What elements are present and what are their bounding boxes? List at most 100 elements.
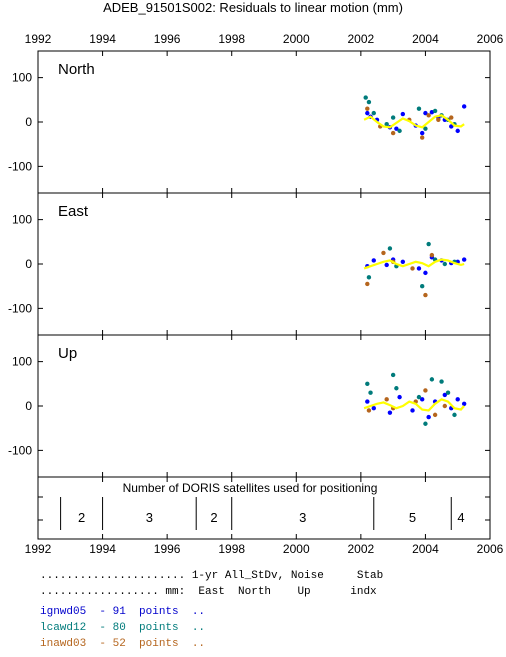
y-tick-label: 0 [25, 115, 32, 129]
satellite-count: 4 [457, 510, 464, 525]
data-point-inawd03 [436, 117, 441, 122]
legend-row: ignwd05 - 91 points .. [40, 606, 206, 618]
x-tick-label-top: 1992 [25, 32, 52, 46]
data-point-ignwd05 [455, 128, 460, 134]
data-point-inawd03 [365, 106, 370, 111]
data-point-ignwd05 [442, 392, 447, 398]
data-point-ignwd05 [365, 399, 370, 404]
x-tick-label-top: 2004 [412, 32, 439, 46]
data-point-ignwd05 [423, 110, 428, 116]
y-tick-label: 100 [12, 71, 32, 85]
legend-header-1: ...................... 1-yr All_StDv, No… [40, 570, 384, 582]
data-point-inawd03 [365, 281, 370, 287]
data-point-inawd03 [423, 292, 428, 298]
data-point-lcawd12 [390, 372, 396, 378]
data-point-ignwd05 [371, 406, 376, 411]
x-tick-label-top: 2000 [283, 32, 310, 46]
y-tick-label: -100 [8, 443, 32, 457]
x-tick-label-bottom: 2002 [348, 542, 375, 556]
y-tick-label: 100 [12, 213, 32, 227]
data-point-inawd03 [449, 115, 454, 120]
data-point-ignwd05 [449, 124, 454, 129]
data-point-ignwd05 [365, 110, 370, 116]
legend-row: inawd03 - 52 points .. [40, 638, 206, 650]
data-point-ignwd05 [384, 262, 389, 268]
data-point-lcawd12 [397, 128, 402, 134]
data-point-lcawd12 [432, 108, 438, 114]
panel-label: North [58, 61, 95, 78]
data-point-lcawd12 [416, 394, 422, 400]
x-tick-label-top: 1996 [154, 32, 181, 46]
data-point-inawd03 [432, 412, 438, 418]
data-point-inawd03 [410, 266, 415, 271]
data-point-ignwd05 [394, 126, 399, 131]
data-point-lcawd12 [366, 99, 372, 105]
data-point-lcawd12 [394, 386, 399, 391]
data-point-lcawd12 [387, 246, 393, 251]
data-point-lcawd12 [452, 412, 457, 418]
data-point-lcawd12 [439, 379, 444, 384]
data-point-inawd03 [390, 130, 396, 136]
data-point-inawd03 [426, 113, 431, 118]
data-point-inawd03 [381, 250, 386, 256]
y-tick-label: 0 [25, 257, 32, 271]
data-point-ignwd05 [400, 111, 406, 117]
legend-row: lcawd12 - 80 points .. [40, 622, 206, 634]
data-point-inawd03 [366, 408, 372, 413]
residuals-chart: ADEB_91501S002: Residuals to linear moti… [8, 0, 504, 556]
data-point-ignwd05 [455, 397, 460, 402]
satellite-count: 2 [78, 510, 85, 525]
smooth-curve [363, 398, 465, 412]
y-tick-label: -100 [8, 159, 32, 173]
panel-frame [37, 50, 491, 194]
data-point-ignwd05 [410, 408, 415, 413]
x-tick-label-top: 2006 [477, 32, 504, 46]
satellite-panel-title: Number of DORIS satellites used for posi… [123, 481, 378, 495]
data-point-lcawd12 [423, 126, 428, 131]
data-point-ignwd05 [371, 258, 376, 263]
x-tick-label-bottom: 1996 [154, 542, 181, 556]
data-point-lcawd12 [429, 377, 435, 382]
x-tick-label-top: 1998 [218, 32, 245, 46]
data-point-ignwd05 [416, 266, 422, 271]
data-point-lcawd12 [442, 261, 447, 267]
data-point-lcawd12 [426, 241, 431, 247]
y-tick-label: -100 [8, 301, 32, 315]
satellite-count: 3 [146, 510, 153, 525]
y-tick-label: 0 [25, 399, 32, 413]
data-point-lcawd12 [363, 95, 368, 100]
satellite-count: 5 [409, 510, 416, 525]
data-point-lcawd12 [365, 381, 370, 387]
x-tick-label-bottom: 1998 [218, 542, 245, 556]
data-point-lcawd12 [384, 122, 389, 127]
satellite-panel-frame [37, 476, 491, 540]
satellite-count: 3 [299, 510, 306, 525]
data-point-ignwd05 [400, 259, 406, 264]
data-point-ignwd05 [426, 414, 431, 420]
data-point-ignwd05 [423, 270, 428, 276]
panel-frame [37, 334, 491, 478]
data-point-lcawd12 [368, 390, 373, 395]
data-point-ignwd05 [387, 410, 393, 415]
smooth-curve [363, 114, 465, 129]
data-point-lcawd12 [423, 421, 428, 426]
data-point-ignwd05 [461, 401, 467, 406]
data-point-lcawd12 [366, 275, 372, 280]
data-point-lcawd12 [420, 283, 425, 289]
data-point-lcawd12 [445, 390, 451, 395]
x-tick-label-bottom: 1992 [25, 542, 52, 556]
data-point-lcawd12 [371, 110, 376, 116]
x-tick-label-bottom: 2004 [412, 542, 439, 556]
x-tick-label-top: 1994 [89, 32, 116, 46]
x-tick-label-bottom: 2000 [283, 542, 310, 556]
satellite-count: 2 [210, 510, 217, 525]
panel-label: Up [58, 345, 77, 362]
data-point-ignwd05 [461, 104, 467, 109]
data-point-inawd03 [442, 403, 447, 409]
data-point-ignwd05 [397, 394, 402, 400]
legend-header-2: .................. mm: East North Up ind… [40, 586, 377, 598]
chart-title: ADEB_91501S002: Residuals to linear moti… [103, 0, 403, 15]
data-point-inawd03 [420, 135, 425, 140]
x-tick-label-bottom: 2006 [477, 542, 504, 556]
smooth-curve [363, 258, 465, 270]
